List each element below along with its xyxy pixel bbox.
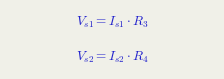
Text: $V_{s1} = I_{s1} \cdot R_3$: $V_{s1} = I_{s1} \cdot R_3$: [76, 15, 148, 30]
Text: $V_{s2} = I_{s2} \cdot R_4$: $V_{s2} = I_{s2} \cdot R_4$: [76, 49, 148, 64]
